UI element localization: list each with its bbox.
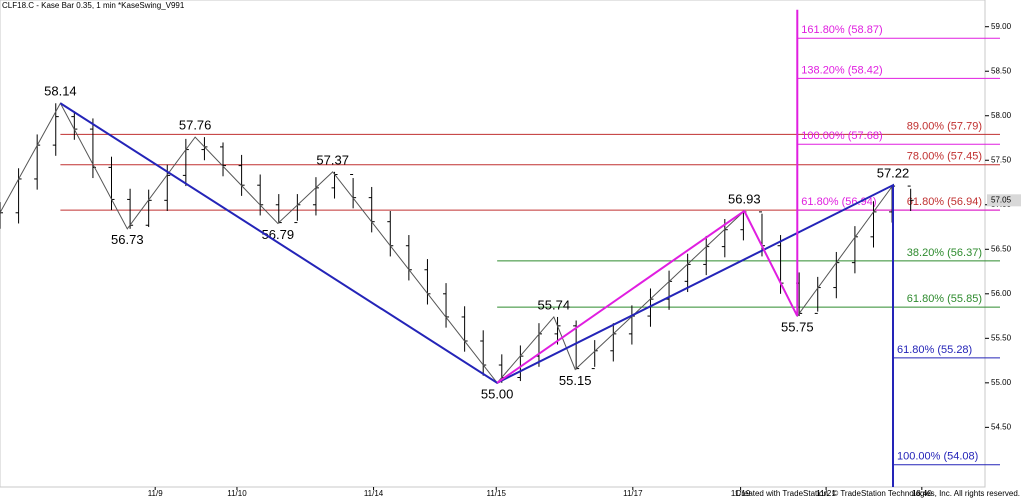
- level-label: 100.00% (57.68): [801, 130, 882, 142]
- y-tick-label: 55.00: [991, 378, 1012, 387]
- swing-label: 55.15: [559, 373, 592, 388]
- level-label: 38.20% (56.37): [907, 247, 982, 259]
- y-tick-label: 55.50: [991, 333, 1012, 342]
- swing-label: 57.37: [316, 152, 349, 167]
- swing-label: 55.00: [481, 386, 514, 401]
- level-label: 61.80% (55.85): [907, 293, 982, 305]
- y-tick-label: 58.00: [991, 111, 1012, 120]
- chart-header: CLF18.C - Kase Bar 0.35, 1 min *KaseSwin…: [2, 1, 185, 10]
- level-label: 61.80% (56.94): [801, 196, 876, 208]
- x-tick-label: 11/10: [227, 489, 247, 498]
- swing-line: [59, 102, 895, 487]
- plot-area: [0, 0, 986, 488]
- last-price-label: 57.05: [991, 195, 1012, 204]
- swing-label: 57.76: [179, 118, 212, 133]
- level-label: 100.00% (54.08): [897, 451, 978, 463]
- swing-label: 57.22: [877, 166, 910, 181]
- x-tick-label: 11/9: [148, 489, 164, 498]
- level-label: 161.80% (58.87): [801, 24, 882, 36]
- y-tick-label: 54.50: [991, 422, 1012, 431]
- level-label: 89.00% (57.79): [907, 120, 982, 132]
- footer: Created with TradeStation. © TradeStatio…: [735, 489, 1020, 498]
- swing-line: [496, 9, 799, 384]
- last-price-box: [987, 194, 1021, 207]
- swing-label: 58.14: [44, 84, 77, 99]
- x-tick-label: 11/15: [486, 489, 506, 498]
- y-tick-label: 59.00: [991, 22, 1012, 31]
- swing-label: 56.93: [728, 191, 761, 206]
- level-label: 78.00% (57.45): [907, 151, 982, 163]
- y-tick-label: 58.50: [991, 66, 1012, 75]
- level-label: 61.80% (56.94): [907, 196, 982, 208]
- x-tick-label: 11/17: [623, 489, 643, 498]
- y-tick-label: 57.50: [991, 155, 1012, 164]
- x-tick-label: 11/19: [731, 489, 751, 498]
- level-label: 138.20% (58.42): [801, 64, 882, 76]
- x-tick-label: 11/21: [816, 489, 836, 498]
- swing-label: 55.75: [781, 319, 814, 334]
- level-label: 61.80% (55.28): [897, 344, 972, 356]
- x-tick-label: 11/14: [364, 489, 384, 498]
- swing-label: 56.73: [111, 232, 144, 247]
- y-tick-label: 56.00: [991, 289, 1012, 298]
- swing-label: 55.74: [538, 297, 571, 312]
- y-tick-label: 56.50: [991, 244, 1012, 253]
- x-tick-label: 18:40: [912, 489, 933, 498]
